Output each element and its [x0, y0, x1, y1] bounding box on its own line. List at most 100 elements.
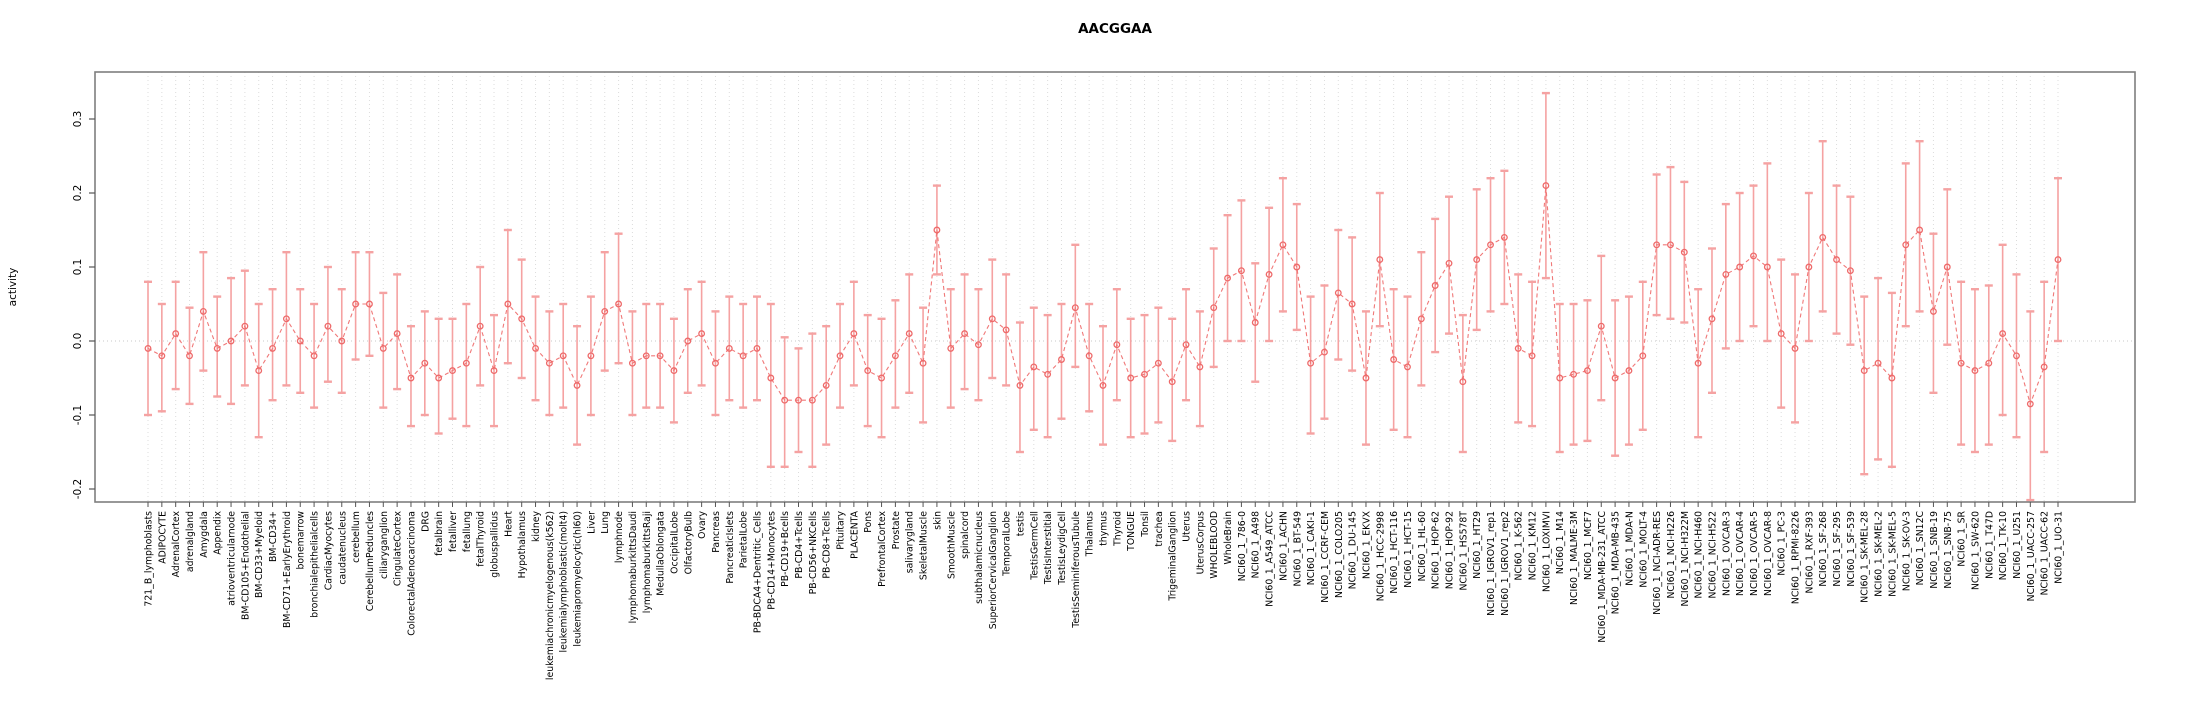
x-tick-label: WholeBrain	[1223, 511, 1234, 565]
data-point	[1154, 359, 1162, 367]
data-point	[905, 330, 913, 338]
y-tick-label: 0.3	[72, 111, 84, 128]
x-tick-label: WHOLEBLOOD	[1209, 511, 1220, 579]
data-point	[1556, 374, 1564, 382]
x-tick-label: NCI60_1_U251	[2012, 511, 2023, 579]
data-point	[1888, 374, 1896, 382]
x-tick-label: NCI60_1_MDA-MB-231_ATCC	[1597, 511, 1608, 643]
plot-border	[94, 71, 2136, 503]
x-tick-label: OlfactoryBulb	[683, 511, 694, 574]
x-tick-label: bonemarrow	[296, 511, 307, 570]
data-point	[241, 322, 249, 330]
data-point	[1916, 226, 1924, 234]
data-point	[1016, 381, 1024, 389]
data-point	[781, 396, 789, 404]
x-tick-label: OccipitalLobe	[669, 511, 680, 574]
data-point	[1708, 315, 1716, 323]
x-tick-label: Pituitary	[836, 511, 847, 550]
data-point	[1390, 356, 1398, 363]
x-tick-label: salivarygland	[905, 511, 916, 573]
data-point	[1722, 270, 1730, 278]
data-point	[1763, 263, 1771, 271]
data-point	[753, 344, 761, 352]
x-tick-label: NCI60_1_OVCAR-8	[1763, 511, 1774, 596]
data-point	[836, 352, 844, 360]
data-point	[559, 352, 567, 360]
data-point	[1999, 330, 2007, 338]
data-point	[919, 359, 927, 367]
x-tick-label: NCI60_1_K-562	[1514, 511, 1525, 580]
data-point	[891, 352, 899, 360]
x-tick-label: NCI60_1_HOP-62	[1431, 511, 1442, 589]
x-tick-label: thymus	[1099, 511, 1110, 546]
data-point	[1943, 263, 1951, 271]
data-point	[1846, 267, 1854, 275]
x-tick-label: NCI60_1_TK-10	[1998, 511, 2009, 580]
data-point	[1320, 348, 1328, 356]
data-point	[878, 374, 886, 382]
x-tick-label: BM-CD105+Endothelial	[240, 511, 251, 620]
x-tick-label: BM-CD34+	[268, 511, 279, 562]
x-tick-label: leukemiachronicmyelogenous(k562)	[545, 511, 556, 680]
data-point	[1833, 256, 1841, 264]
data-point	[1929, 307, 1937, 315]
x-tick-label: Thalamus	[1085, 511, 1096, 557]
x-tick-label: NCI60_1_HL-60	[1417, 511, 1428, 582]
x-tick-label: ColorectalAdenocarcinoma	[406, 511, 417, 636]
x-tick-label: UterusCorpus	[1195, 511, 1206, 575]
x-tick-label: subthalamicnucleus	[974, 511, 985, 604]
y-tick-label: 0.0	[72, 333, 84, 350]
data-point	[1099, 381, 1107, 389]
data-point	[1431, 282, 1439, 289]
data-point	[324, 322, 332, 330]
x-tick-label: ADIPOCYTE	[157, 511, 168, 564]
data-point	[1417, 315, 1425, 323]
data-point	[186, 352, 193, 360]
x-tick-label: lymphomaburkittsRaji	[642, 511, 653, 613]
data-point	[421, 359, 429, 367]
x-tick-label: leukemiapromyelocytic(hl60)	[573, 511, 584, 647]
data-point	[1334, 289, 1342, 297]
y-tick-label: -0.1	[72, 405, 84, 426]
data-point	[947, 344, 955, 352]
data-point	[1597, 322, 1605, 330]
x-tick-label: SkeletalMuscle	[919, 511, 930, 580]
data-point	[615, 300, 623, 308]
x-tick-label: MedullaOblongata	[656, 511, 667, 596]
data-point	[338, 337, 346, 345]
data-point	[1071, 304, 1079, 312]
x-tick-label: NCI60_1_A549_ATCC	[1265, 511, 1276, 607]
x-tick-label: 721_B_lymphoblasts	[144, 511, 155, 607]
x-tick-label: Tonsil	[1140, 511, 1151, 538]
x-tick-label: NCI60_1_T47D	[1984, 511, 1995, 579]
x-tick-label: NCI60_1_HS578T	[1458, 511, 1469, 591]
data-point	[1044, 370, 1052, 378]
x-tick-label: Lung	[600, 511, 611, 534]
data-point	[1182, 341, 1190, 349]
data-point	[1085, 352, 1093, 360]
data-point	[988, 315, 996, 323]
data-point	[933, 226, 941, 234]
x-tick-label: PB-CD14+Monocytes	[766, 511, 777, 610]
data-point	[1639, 352, 1647, 360]
x-tick-label: NCI60_1_SK-MEL-2	[1874, 511, 1885, 597]
data-point	[1653, 241, 1661, 249]
x-tick-label: SmoothMuscle	[946, 511, 957, 579]
data-point	[1819, 233, 1827, 241]
x-tick-label: NCI60_1_OVCAR-3	[1721, 511, 1732, 596]
x-tick-label: NCI60_1_SF-268	[1818, 511, 1829, 587]
x-tick-label: Pons	[863, 511, 874, 533]
x-tick-label: NCI60_1_ACHN	[1278, 511, 1289, 581]
x-tick-label: NCI60_1_UACC-257	[2026, 511, 2037, 601]
data-point	[684, 337, 692, 345]
x-tick-label: testis	[1015, 511, 1026, 536]
data-point	[1542, 182, 1550, 190]
x-tick-label: TONGUE	[1126, 511, 1137, 552]
x-tick-label: NCI60_1_SF-295	[1832, 511, 1843, 587]
data-point	[255, 367, 263, 375]
data-point	[1362, 374, 1370, 382]
x-tick-label: PLACENTA	[849, 510, 860, 558]
x-tick-label: NCI60_1_LOXIMVI	[1541, 511, 1552, 592]
data-point	[1583, 367, 1591, 375]
data-point	[822, 381, 830, 389]
